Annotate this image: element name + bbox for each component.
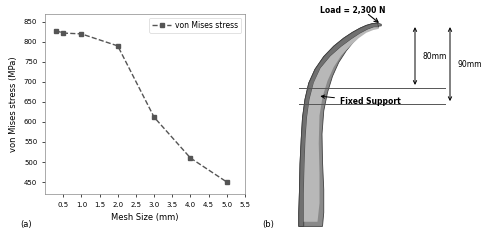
X-axis label: Mesh Size (mm): Mesh Size (mm) (111, 213, 179, 222)
Polygon shape (304, 27, 379, 222)
Y-axis label: von Mises stress (MPa): von Mises stress (MPa) (10, 56, 18, 152)
Polygon shape (299, 23, 382, 226)
Text: Fixed Support: Fixed Support (322, 95, 401, 106)
Text: 90mm: 90mm (458, 60, 482, 69)
Text: 80mm: 80mm (422, 52, 447, 61)
Text: (b): (b) (262, 220, 274, 229)
Text: Load = 2,300 N: Load = 2,300 N (320, 6, 386, 15)
Polygon shape (299, 23, 379, 226)
Text: (a): (a) (20, 220, 32, 229)
Legend: von Mises stress: von Mises stress (149, 18, 241, 33)
